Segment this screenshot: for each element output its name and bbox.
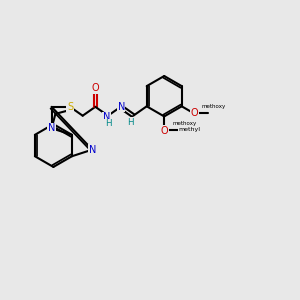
Text: O: O bbox=[191, 108, 199, 118]
Text: methyl: methyl bbox=[178, 127, 200, 132]
Text: O: O bbox=[160, 126, 168, 136]
Text: methoxy: methoxy bbox=[201, 104, 226, 109]
Text: N: N bbox=[103, 112, 110, 122]
Text: N: N bbox=[118, 102, 125, 112]
Text: O: O bbox=[92, 83, 99, 93]
Text: H: H bbox=[127, 118, 134, 127]
Text: methoxy: methoxy bbox=[173, 121, 197, 126]
Text: N: N bbox=[48, 123, 55, 133]
Text: S: S bbox=[67, 102, 73, 112]
Text: H: H bbox=[105, 119, 111, 128]
Text: N: N bbox=[88, 145, 96, 154]
